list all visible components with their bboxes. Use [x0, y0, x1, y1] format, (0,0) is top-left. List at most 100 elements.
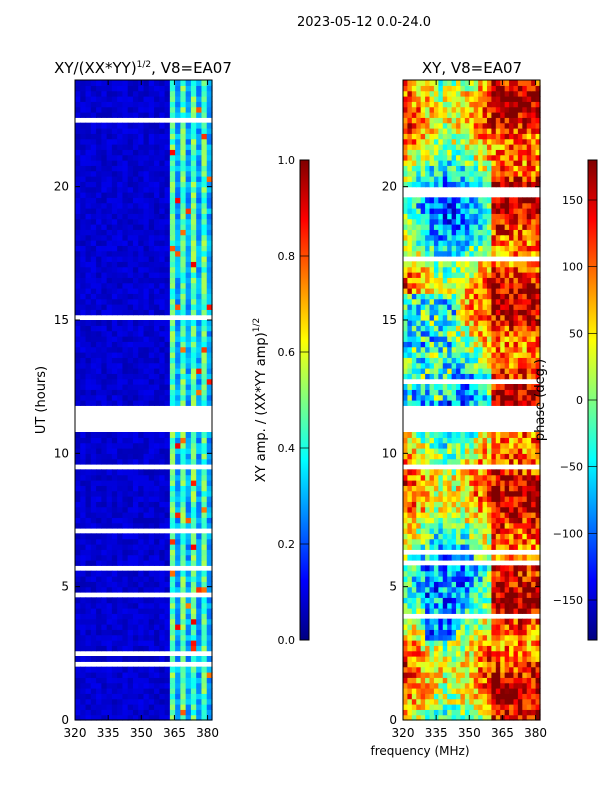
heatmap-cell	[451, 442, 457, 449]
heatmap-cell	[185, 122, 192, 129]
heatmap-cell	[469, 309, 475, 316]
heatmap-cell	[106, 261, 113, 268]
heatmap-cell	[164, 106, 171, 113]
heatmap-cell	[85, 506, 92, 513]
heatmap-cell	[90, 677, 97, 684]
heatmap-cell	[482, 522, 488, 529]
heatmap-cell	[101, 325, 108, 332]
heatmap-cell	[127, 624, 134, 630]
heatmap-cell	[85, 501, 92, 508]
heatmap-cell	[143, 218, 150, 225]
heatmap-cell	[522, 474, 528, 481]
heatmap-cell	[111, 309, 118, 316]
heatmap-cell	[433, 522, 439, 529]
heatmap-cell	[478, 394, 484, 401]
heatmap-cell	[90, 170, 97, 177]
heatmap-cell	[504, 480, 510, 486]
heatmap-cell	[106, 266, 113, 273]
heatmap-cell	[500, 608, 506, 614]
heatmap-cell	[159, 576, 166, 582]
heatmap-cell	[526, 677, 532, 684]
heatmap-cell	[513, 496, 519, 502]
heatmap-cell	[75, 368, 81, 374]
heatmap-cell	[411, 512, 417, 518]
heatmap-cell	[175, 154, 181, 161]
heatmap-cell	[96, 682, 102, 689]
heatmap-cell	[420, 533, 426, 540]
heatmap-cell	[442, 485, 448, 492]
heatmap-cell	[478, 554, 484, 561]
heatmap-cell	[148, 389, 155, 396]
heatmap-cell	[201, 341, 208, 348]
heatmap-cell	[491, 384, 497, 390]
heatmap-cell	[96, 378, 102, 385]
heatmap-cell	[169, 362, 176, 369]
heatmap-cell	[75, 618, 81, 625]
heatmap-cell	[517, 400, 523, 406]
heatmap-cell	[442, 384, 448, 390]
heatmap-cell	[464, 330, 470, 337]
heatmap-cell	[411, 474, 417, 481]
heatmap-cell	[138, 346, 145, 353]
heatmap-cell	[416, 480, 422, 486]
heatmap-cell	[185, 133, 192, 140]
heatmap-cell	[80, 186, 87, 193]
heatmap-cell	[451, 528, 457, 534]
heatmap-cell	[90, 208, 97, 214]
heatmap-cell	[433, 672, 439, 678]
heatmap-cell	[80, 458, 87, 465]
heatmap-cell	[148, 666, 155, 673]
heatmap-cell	[456, 293, 462, 300]
heatmap-cell	[464, 506, 470, 513]
heatmap-cell	[407, 581, 413, 588]
heatmap-cell	[438, 544, 444, 550]
heatmap-cell	[127, 373, 134, 380]
heatmap-cell	[429, 389, 435, 396]
heatmap-cell	[164, 346, 171, 353]
heatmap-cell	[509, 538, 515, 545]
heatmap-cell	[403, 624, 409, 630]
heatmap-cell	[138, 149, 145, 156]
heatmap-cell	[482, 320, 488, 326]
heatmap-cell	[101, 480, 108, 486]
heatmap-cell	[180, 506, 187, 513]
heatmap-cell	[420, 373, 426, 380]
heatmap-cell	[154, 138, 160, 145]
heatmap-cell	[513, 389, 519, 396]
heatmap-cell	[206, 90, 213, 97]
heatmap-cell	[442, 682, 448, 689]
heatmap-cell	[504, 496, 510, 502]
heatmap-cell	[451, 373, 457, 380]
heatmap-cell	[143, 112, 150, 118]
heatmap-cell	[425, 442, 431, 449]
heatmap-cell	[509, 362, 515, 369]
heatmap-cell	[442, 554, 448, 561]
heatmap-cell	[159, 101, 166, 108]
heatmap-cell	[101, 106, 108, 113]
heatmap-cell	[201, 533, 208, 540]
heatmap-cell	[111, 202, 118, 209]
heatmap-cell	[159, 170, 166, 177]
heatmap-cell	[473, 645, 479, 652]
heatmap-cell	[180, 122, 187, 129]
heatmap-cell	[500, 389, 506, 396]
heatmap-cell	[464, 517, 470, 524]
heatmap-cell	[154, 341, 160, 348]
heatmap-cell	[442, 597, 448, 604]
heatmap-cell	[420, 330, 426, 337]
heatmap-cell	[96, 138, 102, 145]
heatmap-cell	[464, 581, 470, 588]
heatmap-cell	[442, 314, 448, 321]
heatmap-cell	[420, 576, 426, 582]
heatmap-cell	[80, 373, 87, 380]
heatmap-cell	[495, 592, 501, 598]
heatmap-cell	[407, 314, 413, 321]
heatmap-cell	[122, 341, 129, 348]
heatmap-cell	[101, 122, 108, 129]
heatmap-cell	[80, 490, 87, 497]
heatmap-cell	[447, 496, 453, 502]
heatmap-cell	[201, 517, 208, 524]
heatmap-cell	[75, 234, 81, 241]
heatmap-cell	[460, 362, 466, 369]
heatmap-cell	[407, 528, 413, 534]
